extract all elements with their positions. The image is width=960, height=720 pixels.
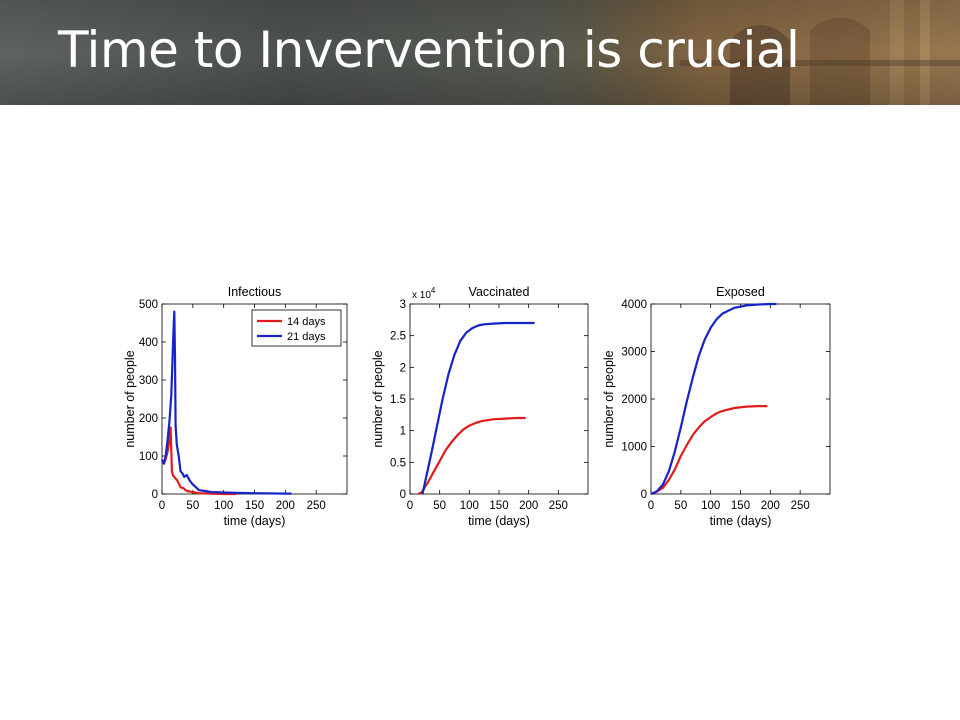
y-tick-label: 200 bbox=[139, 413, 158, 425]
x-tick-label: 200 bbox=[519, 500, 538, 512]
legend-entry-label: 21 days bbox=[287, 331, 326, 343]
y-tick-label: 4000 bbox=[621, 299, 647, 311]
x-tick-label: 150 bbox=[731, 500, 750, 512]
chart-exposed: Exposed 0 50 100 150 200 250 0 1000 2000 3000 4000 t… bbox=[602, 285, 831, 528]
legend-entry-label: 14 days bbox=[287, 316, 326, 328]
x-tick-label: 100 bbox=[214, 500, 233, 512]
x-tick-label: 250 bbox=[549, 500, 568, 512]
x-axis-label: time (days) bbox=[468, 514, 530, 528]
building-background-image bbox=[560, 0, 960, 105]
x-axis-label: time (days) bbox=[224, 514, 286, 528]
x-tick-label: 150 bbox=[489, 500, 508, 512]
x-tick-label: 250 bbox=[791, 500, 810, 512]
series-line-21-days bbox=[650, 302, 777, 495]
y-tick-label: 300 bbox=[139, 375, 158, 387]
x-tick-label: 0 bbox=[648, 500, 654, 512]
chart-title: Exposed bbox=[716, 285, 765, 299]
slide-title: Time to Invervention is crucial bbox=[58, 21, 800, 79]
y-tick-label: 100 bbox=[139, 451, 158, 463]
series-line-14-days bbox=[161, 426, 236, 496]
x-tick-label: 50 bbox=[674, 500, 687, 512]
chart-vaccinated: Vaccinated 0 50 100 150 200 250 0 0.5 1 1.5 2 2.5 3 ti… bbox=[371, 285, 589, 528]
chart-infectious: Infectious 0 50 100 150 200 250 0 100 200 300 400 50… bbox=[123, 285, 348, 528]
legend-box bbox=[251, 309, 342, 347]
y-tick-label: 0.5 bbox=[390, 457, 406, 469]
x-tick-label: 0 bbox=[159, 500, 165, 512]
banner-shading bbox=[0, 0, 960, 105]
plot-area-frame bbox=[650, 303, 831, 495]
series-line-14-days bbox=[650, 405, 768, 496]
y-tick-label: 400 bbox=[139, 337, 158, 349]
y-tick-label: 0 bbox=[641, 489, 647, 501]
series-line-14-days bbox=[417, 416, 526, 495]
x-tick-label: 100 bbox=[460, 500, 479, 512]
chart-title: Infectious bbox=[228, 285, 282, 299]
figure-panel: Infectious 0 50 100 150 200 250 0 100 200 300 400 50… bbox=[100, 275, 860, 535]
axis-multiplier-exponent: 4 bbox=[431, 286, 436, 295]
x-tick-label: 50 bbox=[433, 500, 446, 512]
y-axis-label: number of people bbox=[602, 350, 616, 447]
x-tick-label: 100 bbox=[701, 500, 720, 512]
y-axis-label: number of people bbox=[371, 350, 385, 447]
y-axis-label: number of people bbox=[123, 350, 137, 447]
x-tick-label: 0 bbox=[407, 500, 413, 512]
y-tick-label: 1.5 bbox=[390, 394, 406, 406]
y-tick-label: 2 bbox=[400, 362, 406, 374]
chart-title: Vaccinated bbox=[469, 285, 530, 299]
x-tick-label: 50 bbox=[186, 500, 199, 512]
y-tick-label: 1 bbox=[400, 426, 406, 438]
y-tick-label: 0 bbox=[400, 489, 406, 501]
x-tick-label: 150 bbox=[245, 500, 264, 512]
series-line-21-days bbox=[161, 310, 292, 495]
title-banner: Time to Invervention is crucial bbox=[0, 0, 960, 105]
axis-multiplier: x 104 bbox=[412, 286, 436, 301]
x-tick-label: 200 bbox=[276, 500, 295, 512]
y-tick-label: 3 bbox=[400, 299, 406, 311]
x-tick-label: 250 bbox=[307, 500, 326, 512]
y-tick-label: 2.5 bbox=[390, 331, 406, 343]
y-tick-label: 1000 bbox=[621, 442, 647, 454]
legend: 14 days 21 days bbox=[251, 309, 342, 347]
axis-multiplier-base: x 10 bbox=[412, 290, 431, 301]
x-axis-label: time (days) bbox=[710, 514, 772, 528]
y-tick-label: 3000 bbox=[621, 347, 647, 359]
y-tick-label: 500 bbox=[139, 299, 158, 311]
y-tick-label: 2000 bbox=[621, 394, 647, 406]
y-tick-label: 0 bbox=[152, 489, 158, 501]
x-tick-label: 200 bbox=[761, 500, 780, 512]
series-line-21-days bbox=[421, 321, 535, 495]
